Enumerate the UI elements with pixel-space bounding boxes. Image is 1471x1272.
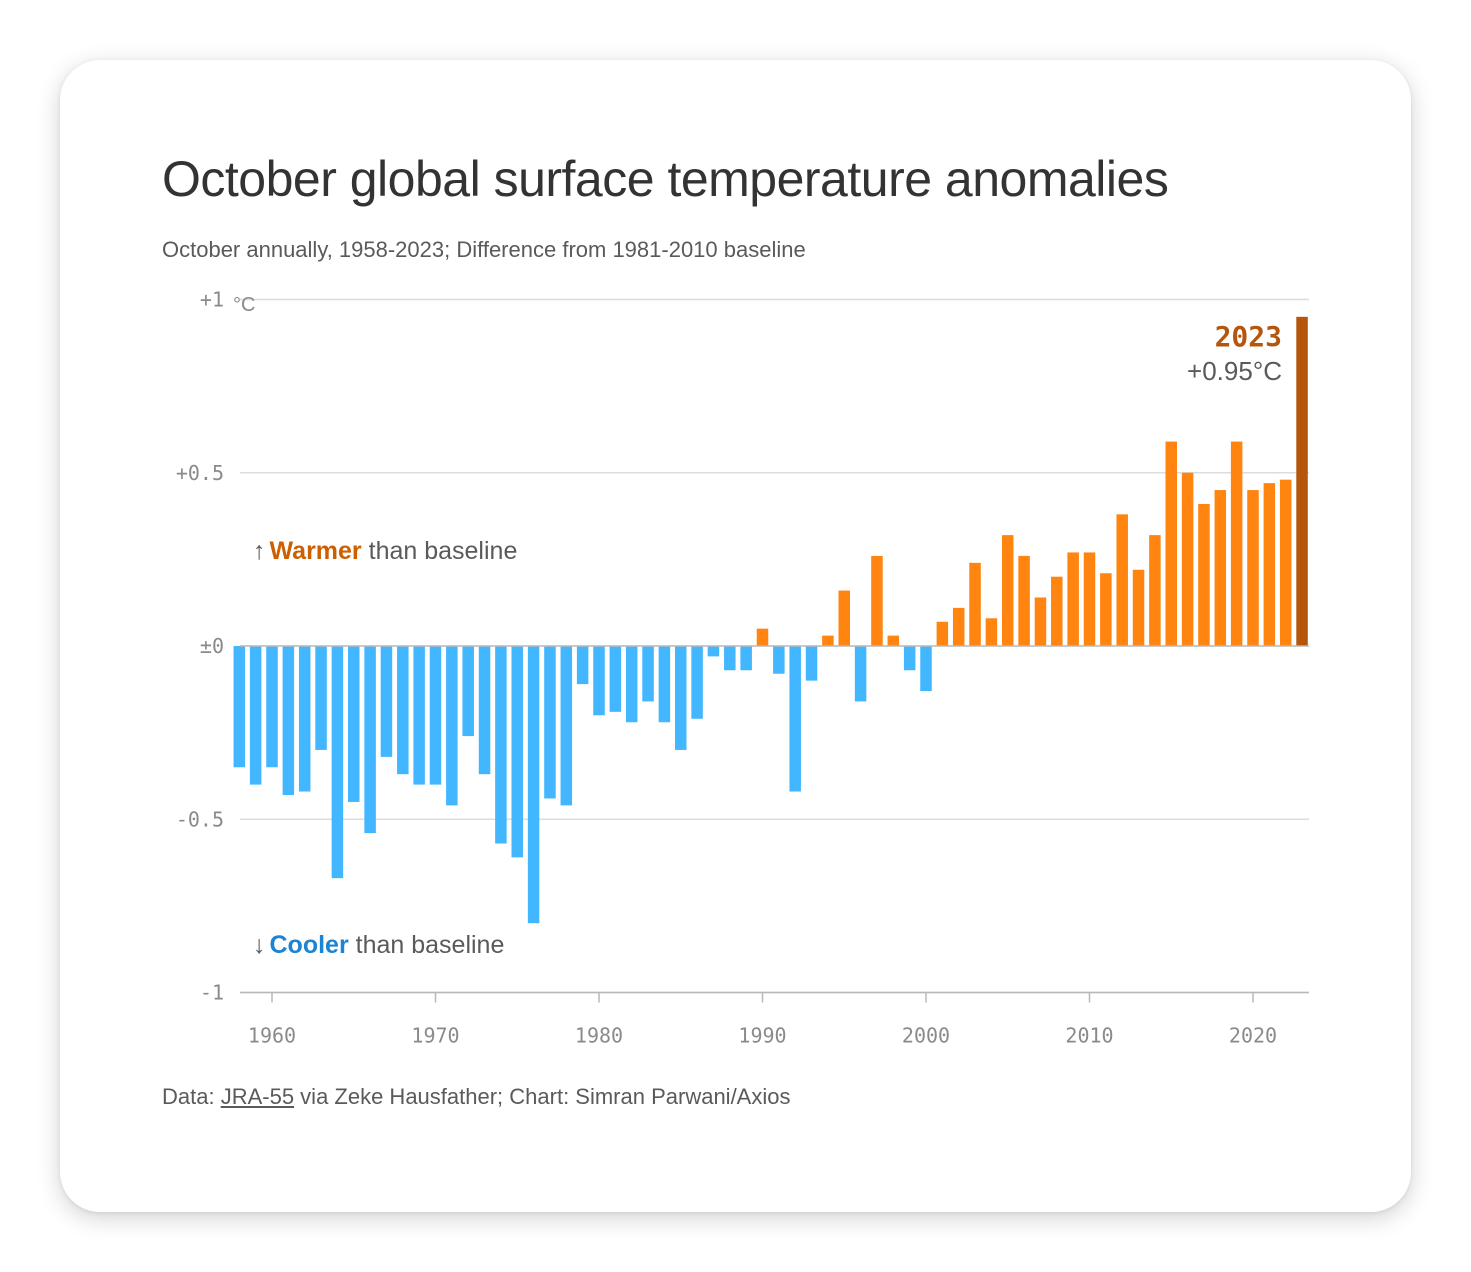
bar-2004 (985, 618, 998, 646)
bar-1993 (805, 646, 818, 681)
bar-1969 (413, 646, 425, 785)
bar-2022 (1279, 479, 1292, 646)
bar-1982 (625, 646, 638, 723)
chart-subtitle: October annually, 1958-2023; Difference … (162, 237, 806, 262)
y-tick-label: +1 (200, 288, 224, 312)
x-tick-label: 1960 (248, 1024, 296, 1048)
bar-1962 (298, 646, 311, 792)
bar-2009 (1067, 552, 1079, 646)
chart-title: October global surface temperature anoma… (162, 151, 1169, 207)
bar-2012 (1116, 514, 1128, 646)
bar-2013 (1132, 569, 1145, 646)
bar-2015 (1165, 441, 1177, 646)
bar-1986 (691, 646, 703, 719)
bar-1961 (282, 646, 295, 795)
bar-1964 (331, 646, 344, 879)
bar-2000 (920, 646, 932, 692)
bar-1965 (348, 646, 360, 802)
bar-2006 (1018, 555, 1030, 646)
bar-1959 (249, 646, 262, 785)
highlight-year-label: 2023 (1215, 320, 1282, 353)
bar-1997 (871, 555, 883, 646)
bar-2016 (1181, 472, 1194, 646)
axes (240, 645, 1309, 1003)
bar-1972 (462, 646, 474, 737)
warmer-rest: than baseline (362, 537, 518, 565)
bar-1991 (773, 646, 785, 674)
y-unit-label: °C (233, 294, 255, 316)
bar-1984 (658, 646, 671, 723)
y-tick-label: -0.5 (176, 807, 224, 831)
tick-labels: +1 +0.5 ±0 -0.5 -1 1960 1970 1980 1990 2000 2010 20… (176, 288, 1277, 1048)
cooler-rest: than baseline (349, 931, 505, 959)
bar-1999 (903, 646, 916, 671)
bar-1970 (429, 646, 442, 785)
bar-1985 (675, 646, 687, 750)
x-tick-label: 1990 (738, 1024, 786, 1048)
bar-2001 (936, 621, 949, 647)
chart-footer: Data: JRA-55 via Zeke Hausfather; Chart:… (162, 1084, 790, 1110)
cooler-word: Cooler (270, 931, 349, 959)
bar-1963 (315, 646, 327, 750)
bar-1973 (478, 646, 491, 775)
bar-2011 (1100, 573, 1112, 647)
up-arrow-icon: ↑ (253, 537, 266, 565)
bar-2023 (1296, 316, 1308, 646)
bar-1996 (854, 646, 867, 702)
bar-1981 (609, 646, 622, 712)
warmer-word: Warmer (270, 537, 362, 565)
bar-1967 (380, 646, 393, 757)
highlight-value-label: +0.95°C (1187, 356, 1282, 386)
bar-2018 (1214, 490, 1227, 646)
bar-2003 (969, 562, 981, 646)
x-tick-label: 1980 (575, 1024, 623, 1048)
bar-2008 (1051, 576, 1063, 646)
bar-2019 (1230, 441, 1243, 646)
x-tick-label: 2020 (1229, 1024, 1277, 1048)
source-link[interactable]: JRA-55 (220, 1084, 295, 1109)
bar-1992 (789, 646, 801, 792)
bar-2014 (1149, 535, 1161, 646)
y-tick-label: ±0 (200, 634, 224, 658)
bar-1989 (740, 646, 752, 671)
x-tick-label: 1970 (411, 1024, 459, 1048)
bar-1974 (495, 646, 507, 844)
warmer-annotation: ↑ Warmer than baseline (253, 537, 517, 565)
bar-2017 (1198, 503, 1210, 646)
bar-1979 (576, 646, 589, 685)
footer-suffix: via Zeke Hausfather; Chart: Simran Parwa… (294, 1084, 791, 1109)
x-tick-label: 2010 (1065, 1024, 1113, 1048)
bar-1998 (887, 635, 900, 646)
bars (233, 316, 1308, 924)
bar-2005 (1002, 535, 1014, 646)
y-tick-label: -1 (200, 981, 224, 1005)
bar-1988 (724, 646, 736, 671)
bar-1975 (511, 646, 523, 858)
footer-prefix: Data: (162, 1084, 221, 1109)
bar-1960 (266, 646, 278, 768)
bar-1968 (397, 646, 409, 775)
bar-1966 (364, 646, 376, 834)
bar-2010 (1083, 552, 1096, 646)
bar-1990 (756, 628, 769, 646)
bar-2020 (1247, 490, 1259, 646)
bar-1995 (838, 590, 850, 646)
y-tick-label: +0.5 (176, 461, 224, 485)
bar-2021 (1263, 483, 1276, 646)
bar-1983 (642, 646, 654, 702)
bar-1978 (560, 646, 573, 806)
bar-1980 (593, 646, 605, 716)
bar-2002 (952, 607, 965, 646)
bar-1976 (527, 646, 540, 924)
x-tick-label: 2000 (902, 1024, 950, 1048)
bar-1971 (446, 646, 458, 806)
down-arrow-icon: ↓ (253, 931, 266, 959)
bar-1987 (707, 646, 720, 657)
bar-1977 (544, 646, 556, 799)
cooler-annotation: ↓ Cooler than baseline (253, 931, 504, 959)
bar-1958 (233, 646, 246, 768)
bar-2007 (1034, 597, 1047, 646)
bar-1994 (822, 635, 834, 646)
